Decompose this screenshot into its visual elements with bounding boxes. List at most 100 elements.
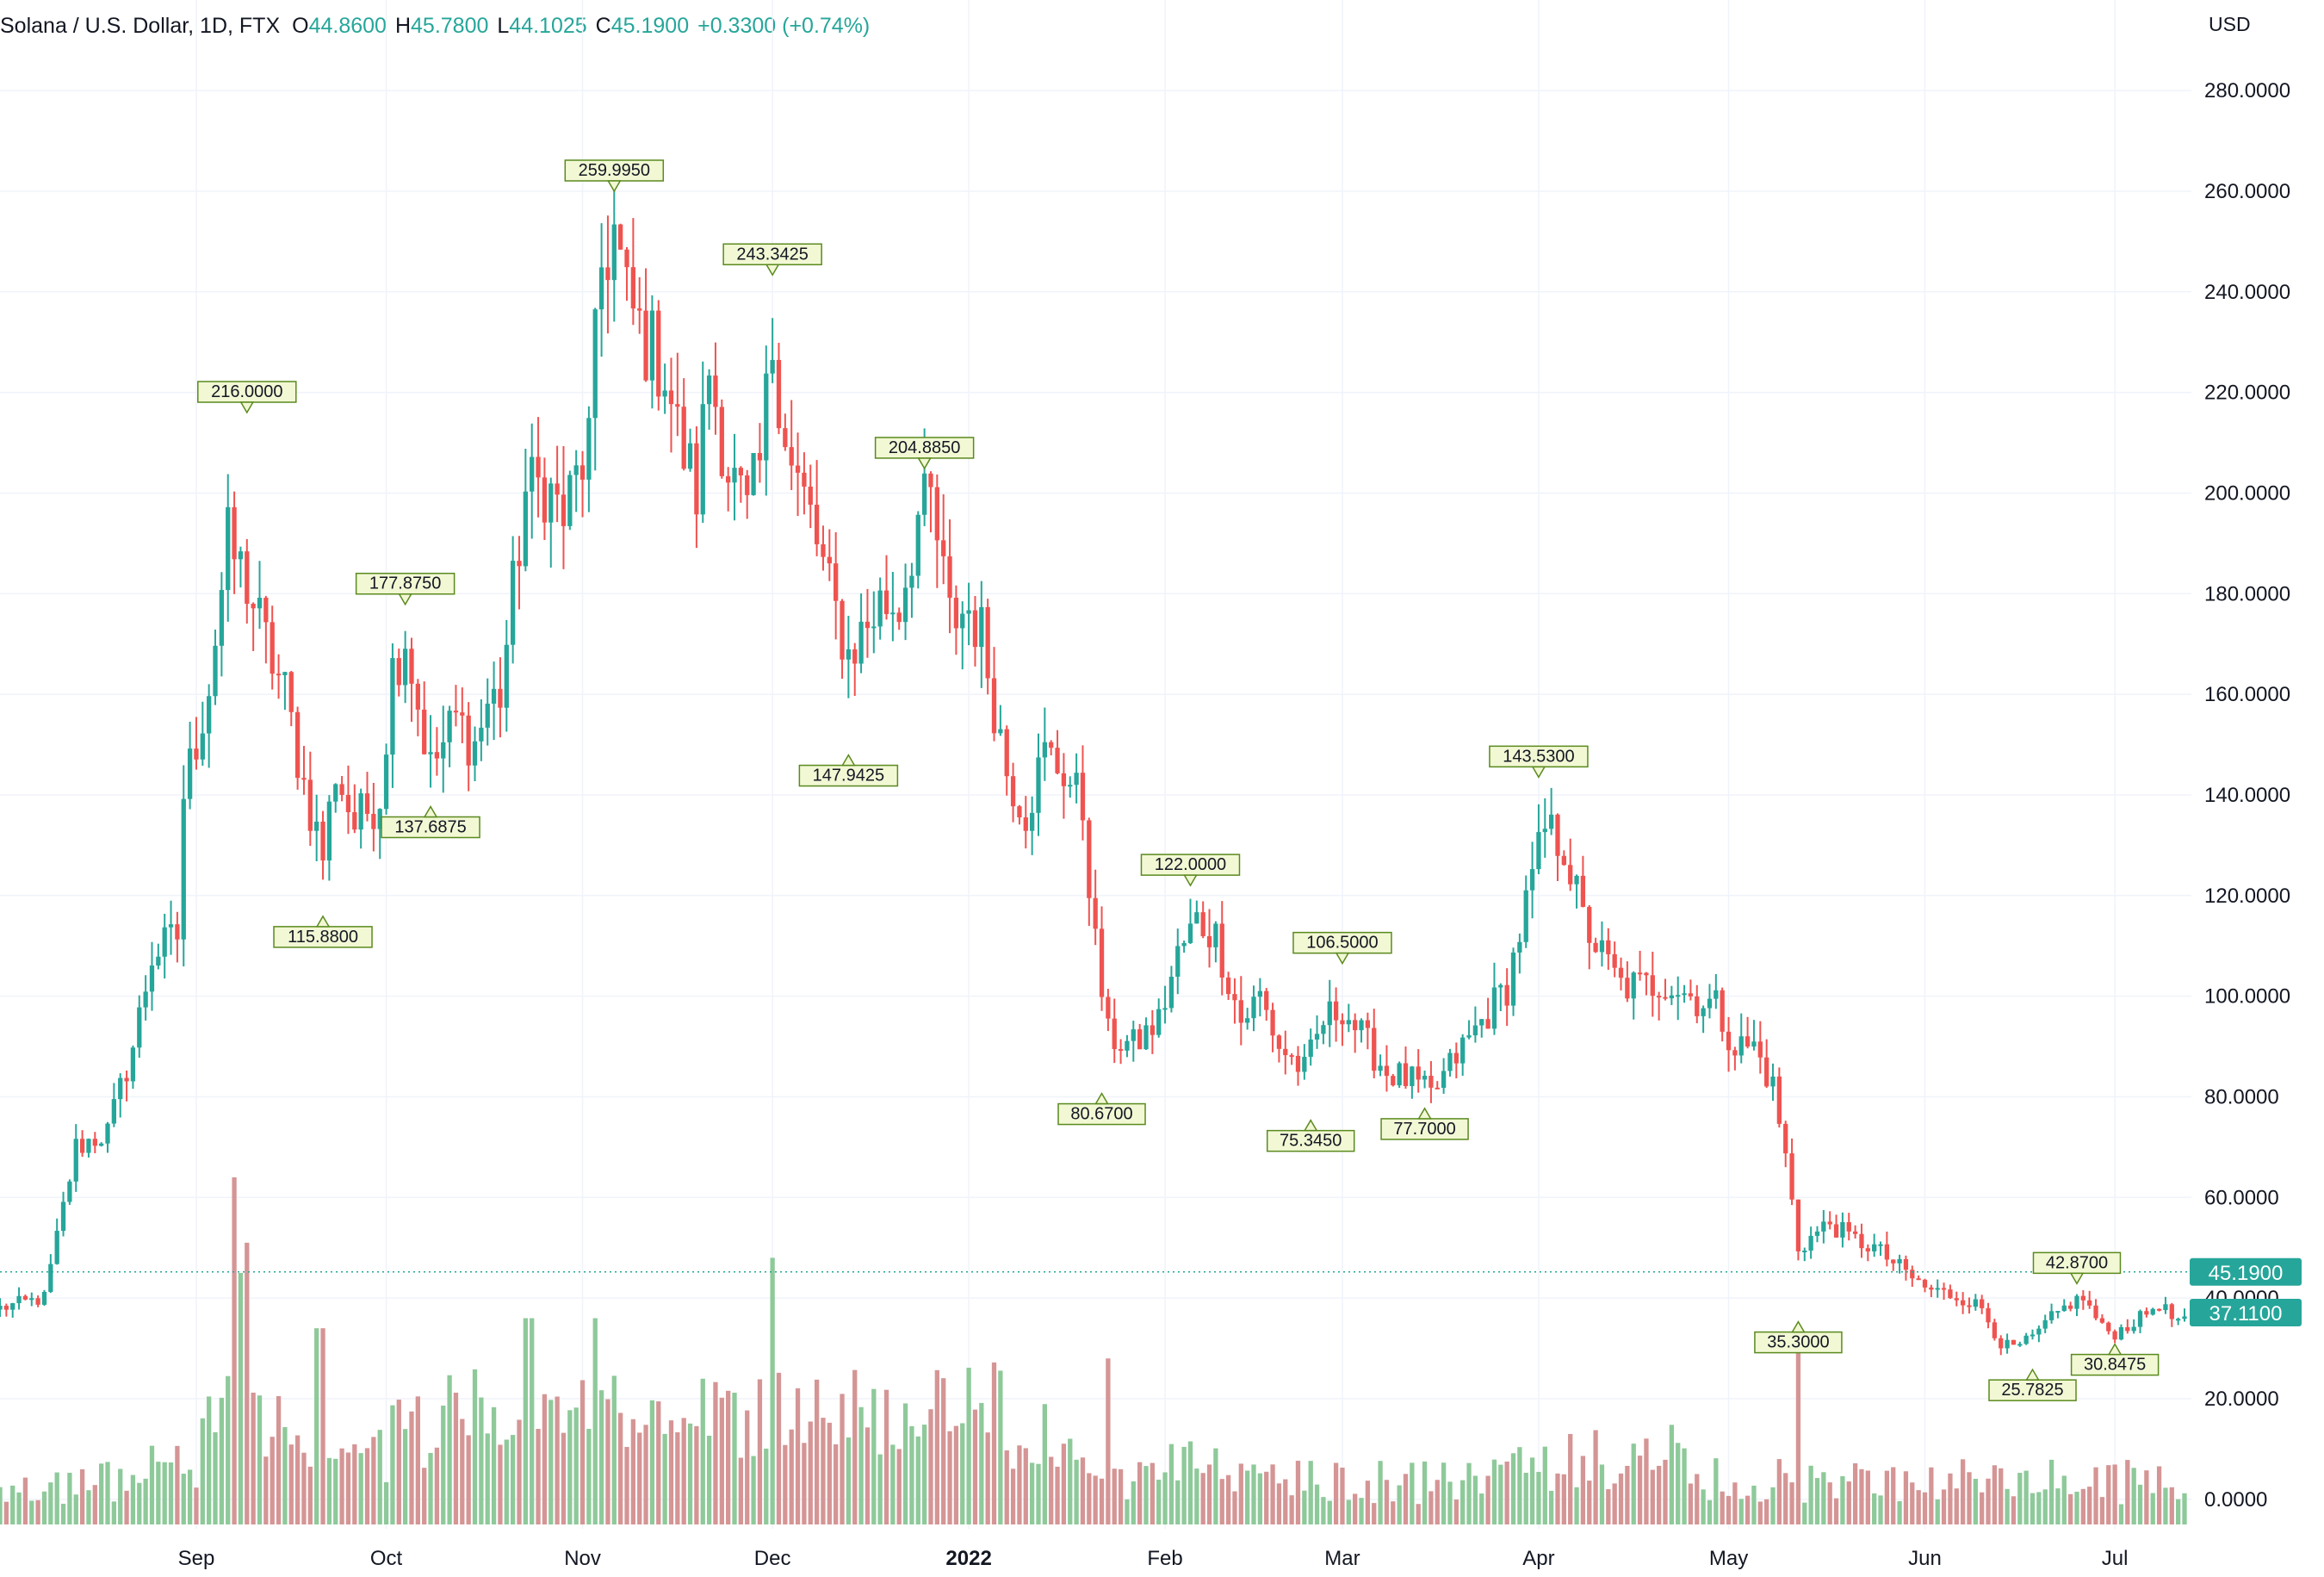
candle-body[interactable] <box>175 924 180 940</box>
candle-body[interactable] <box>383 754 389 810</box>
candle-body[interactable] <box>1599 940 1605 953</box>
candle-body[interactable] <box>168 924 174 928</box>
candle-body[interactable] <box>2036 1328 2042 1335</box>
candle-body[interactable] <box>561 494 567 526</box>
candle-body[interactable] <box>472 741 478 766</box>
candle-body[interactable] <box>2182 1316 2187 1319</box>
candle-body[interactable] <box>1333 1001 1339 1021</box>
candle-body[interactable] <box>1745 1036 1751 1047</box>
candle-body[interactable] <box>453 711 459 713</box>
candle-body[interactable] <box>2005 1339 2010 1349</box>
candle-body[interactable] <box>345 794 351 813</box>
candle-body[interactable] <box>1720 990 1725 1032</box>
candle-body[interactable] <box>1529 869 1535 891</box>
candle-body[interactable] <box>1821 1221 1826 1232</box>
candle-body[interactable] <box>60 1201 66 1232</box>
candle-body[interactable] <box>510 561 516 645</box>
candle-body[interactable] <box>834 563 839 601</box>
candle-body[interactable] <box>1283 1048 1288 1056</box>
candle-body[interactable] <box>1770 1076 1776 1087</box>
candle-body[interactable] <box>1036 757 1041 813</box>
candle-body[interactable] <box>1568 865 1573 885</box>
candle-body[interactable] <box>79 1139 85 1153</box>
candle-body[interactable] <box>2112 1331 2117 1340</box>
candle-body[interactable] <box>1891 1259 1896 1263</box>
candle-body[interactable] <box>2131 1326 2136 1332</box>
candle-body[interactable] <box>314 821 319 831</box>
candle-body[interactable] <box>598 267 604 310</box>
candle-body[interactable] <box>530 456 535 492</box>
candle-body[interactable] <box>156 956 161 966</box>
candle-body[interactable] <box>1555 814 1560 856</box>
candle-body[interactable] <box>1948 1289 1953 1299</box>
candle-body[interactable] <box>618 224 623 250</box>
candle-body[interactable] <box>67 1181 72 1202</box>
candle-body[interactable] <box>1194 912 1199 924</box>
candle-body[interactable] <box>86 1139 91 1153</box>
candle-body[interactable] <box>10 1303 15 1310</box>
candle-body[interactable] <box>1251 996 1256 1019</box>
candle-body[interactable] <box>1960 1300 1966 1306</box>
candle-body[interactable] <box>1631 972 1636 999</box>
candle-body[interactable] <box>865 621 871 629</box>
candle-body[interactable] <box>1181 942 1187 947</box>
candle-body[interactable] <box>1808 1235 1813 1251</box>
candle-body[interactable] <box>1187 923 1193 943</box>
candle-body[interactable] <box>2074 1295 2079 1309</box>
candle-body[interactable] <box>1910 1270 1915 1279</box>
candle-body[interactable] <box>22 1295 28 1300</box>
candle-body[interactable] <box>592 309 598 419</box>
candle-body[interactable] <box>1561 855 1566 866</box>
candle-body[interactable] <box>542 477 548 523</box>
candle-body[interactable] <box>124 1077 129 1082</box>
candle-body[interactable] <box>1321 1025 1326 1034</box>
candle-body[interactable] <box>1112 1018 1117 1050</box>
candle-body[interactable] <box>2067 1305 2073 1309</box>
candle-body[interactable] <box>1384 1065 1390 1077</box>
candle-body[interactable] <box>339 784 344 795</box>
candle-body[interactable] <box>1827 1221 1832 1225</box>
candle-body[interactable] <box>1017 806 1022 818</box>
candle-body[interactable] <box>1391 1076 1396 1086</box>
candle-body[interactable] <box>1884 1244 1890 1260</box>
candle-body[interactable] <box>390 658 395 755</box>
candle-body[interactable] <box>1967 1305 1972 1307</box>
candle-body[interactable] <box>1245 1018 1250 1023</box>
candle-body[interactable] <box>960 613 965 629</box>
candle-body[interactable] <box>1846 1222 1851 1232</box>
candle-body[interactable] <box>1175 946 1181 978</box>
candle-body[interactable] <box>726 475 731 483</box>
candle-body[interactable] <box>1916 1278 1921 1281</box>
candle-body[interactable] <box>1574 875 1579 885</box>
candle-body[interactable] <box>1042 742 1047 758</box>
candle-body[interactable] <box>827 556 832 564</box>
candle-body[interactable] <box>2055 1311 2061 1313</box>
candle-body[interactable] <box>1510 952 1516 1006</box>
candle-body[interactable] <box>1695 996 1700 1016</box>
candle-body[interactable] <box>1270 1009 1275 1036</box>
candle-body[interactable] <box>2099 1318 2105 1323</box>
candle-body[interactable] <box>1669 995 1675 999</box>
candle-body[interactable] <box>1548 814 1554 829</box>
candle-body[interactable] <box>1612 953 1617 968</box>
candle-body[interactable] <box>719 407 724 476</box>
candle-body[interactable] <box>1663 996 1668 999</box>
candle-body[interactable] <box>1397 1063 1402 1086</box>
candle-body[interactable] <box>947 556 952 598</box>
candle-body[interactable] <box>1219 923 1224 978</box>
candle-body[interactable] <box>1074 773 1079 785</box>
candle-body[interactable] <box>1225 978 1231 995</box>
candle-body[interactable] <box>245 551 250 604</box>
candle-body[interactable] <box>1878 1244 1883 1246</box>
candle-body[interactable] <box>1010 776 1016 807</box>
candle-body[interactable] <box>460 712 465 716</box>
candle-body[interactable] <box>1840 1222 1845 1238</box>
candle-body[interactable] <box>1523 890 1528 942</box>
candle-body[interactable] <box>1168 977 1174 1009</box>
candle-body[interactable] <box>909 575 914 588</box>
candle-body[interactable] <box>1707 998 1713 1009</box>
candle-body[interactable] <box>1460 1037 1466 1064</box>
candle-body[interactable] <box>1435 1087 1440 1090</box>
candle-body[interactable] <box>1453 1052 1459 1064</box>
